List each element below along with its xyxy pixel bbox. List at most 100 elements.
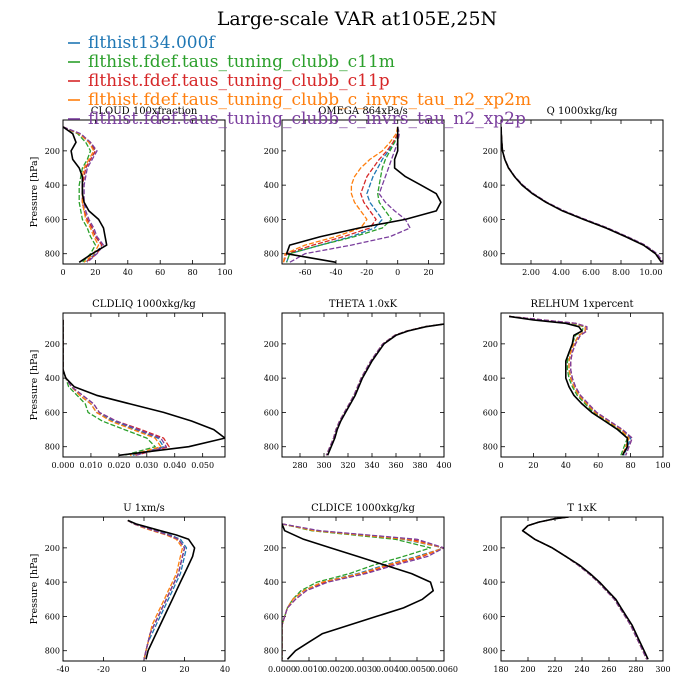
y-tick-label: 600	[483, 215, 498, 224]
panel-cldice-1000xkg-kg: CLDICE 1000xkg/kg 0.0000 0.0010 0.0020 0.003…	[264, 503, 458, 674]
y-tick-label: 800	[264, 443, 279, 452]
x-tick-label: 2.00	[522, 268, 540, 277]
y-axis-label: Pressure [hPa]	[29, 554, 40, 625]
series-line-flthist-fdef-taus-tuning-clubb-c11p	[509, 315, 633, 456]
panel-q-1000xkg-kg: Q 1000xkg/kg 2.00 4.00 6.00 8.00 10.00 200 400 6…	[483, 106, 664, 277]
x-tick-label: 80	[188, 268, 198, 277]
y-tick-label: 800	[45, 250, 60, 259]
y-tick-label: 800	[483, 647, 498, 656]
y-tick-label: 600	[45, 215, 60, 224]
y-tick-label: 400	[483, 374, 498, 383]
y-tick-label: 600	[264, 612, 279, 621]
x-tick-label: 80	[626, 461, 636, 470]
x-tick-label: 180	[493, 665, 508, 674]
series-line-flthist-fdef-taus-tuning-clubb-c-invrs-tau-n2-xp2p	[289, 126, 411, 263]
x-tick-label: 0.0010	[295, 665, 323, 674]
reference-line	[285, 126, 442, 264]
panel-cloud-100xfraction: CLOUD 100xfraction Pressure [hPa] 0 20 40 60 8…	[29, 106, 233, 277]
y-tick-label: 600	[264, 215, 279, 224]
series-line-flthist-fdef-taus-tuning-clubb-c-invrs-tau-n2-xp2p	[509, 315, 633, 456]
x-tick-label: -20	[97, 665, 110, 674]
x-tick-label: 300	[655, 665, 670, 674]
x-tick-label: -40	[330, 268, 343, 277]
y-tick-label: 200	[483, 544, 498, 553]
series-line-flthist-fdef-taus-tuning-clubb-c-invrs-tau-n2-xp2m	[127, 519, 184, 660]
y-tick-label: 400	[45, 181, 60, 190]
x-tick-label: 6.00	[582, 268, 600, 277]
x-tick-label: 0	[498, 461, 503, 470]
x-tick-label: 240	[574, 665, 589, 674]
series-line-flthist134-000f	[521, 517, 648, 660]
plot-frame	[281, 119, 445, 265]
y-tick-label: 200	[483, 147, 498, 156]
panel-title: Q 1000xkg/kg	[547, 106, 618, 117]
y-axis-label: Pressure [hPa]	[29, 350, 40, 421]
y-tick-label: 600	[45, 612, 60, 621]
series-line-flthist-fdef-taus-tuning-clubb-c11p	[521, 517, 648, 660]
reference-line	[326, 323, 444, 456]
plot-frame	[62, 516, 226, 662]
x-tick-label: 320	[340, 461, 355, 470]
x-tick-label: 300	[316, 461, 331, 470]
plot-frame	[500, 119, 664, 265]
x-tick-label: 40	[220, 665, 230, 674]
series-group	[501, 126, 663, 263]
panel-title: RELHUM 1xpercent	[530, 299, 633, 310]
x-tick-label: 280	[628, 665, 643, 674]
y-tick-label: 800	[45, 647, 60, 656]
x-tick-label: 20	[179, 665, 189, 674]
x-tick-label: 40	[123, 268, 133, 277]
series-line-flthist134-000f	[509, 315, 632, 456]
reference-line	[63, 126, 108, 263]
x-tick-label: 0.030	[135, 461, 158, 470]
reference-line	[282, 523, 435, 660]
reference-line	[508, 315, 629, 456]
panel-cldliq-1000xkg-kg: CLDLIQ 1000xkg/kg Pressure [hPa] 0.000 0.01…	[29, 299, 226, 470]
panel-title: OMEGA 864xPa/s	[318, 106, 408, 117]
x-tick-label: 380	[412, 461, 427, 470]
y-tick-label: 400	[45, 578, 60, 587]
x-tick-label: 400	[436, 461, 451, 470]
series-group	[325, 323, 444, 456]
y-tick-label: 800	[264, 647, 279, 656]
y-tick-label: 400	[45, 374, 60, 383]
y-tick-label: 200	[483, 340, 498, 349]
plot-frame	[62, 312, 226, 458]
panel-title: THETA 1.0xK	[329, 299, 398, 310]
y-tick-label: 400	[264, 181, 279, 190]
panel-u-1xm-s: U 1xm/s Pressure [hPa] -40 -20 0 20 40 200 400 60…	[29, 503, 230, 674]
legend-entry-flthist-fdef-taus-tuning-clubb-c11p: flthist.fdef.taus_tuning_clubb_c11p	[88, 71, 390, 91]
series-line-flthist-fdef-taus-tuning-clubb-c-invrs-tau-n2-xp2p	[325, 323, 444, 456]
series-group	[63, 126, 108, 263]
x-tick-label: 4.00	[552, 268, 570, 277]
legend-entry-flthist-fdef-taus-tuning-clubb-c-invrs-tau-n2-xp2p: flthist.fdef.taus_tuning_clubb_c_invrs_t…	[88, 109, 526, 129]
x-tick-label: 0	[395, 268, 400, 277]
series-group	[282, 126, 442, 264]
series-line-flthist-fdef-taus-tuning-clubb-c-invrs-tau-n2-xp2m	[282, 126, 399, 263]
series-line-flthist134-000f	[63, 319, 165, 456]
series-line-flthist-fdef-taus-tuning-clubb-c11m	[63, 126, 97, 263]
x-tick-label: 20	[90, 268, 100, 277]
x-tick-label: 360	[388, 461, 403, 470]
y-tick-label: 400	[264, 374, 279, 383]
y-tick-label: 400	[483, 181, 498, 190]
series-line-flthist-fdef-taus-tuning-clubb-c11m	[63, 319, 156, 456]
panel-t-1xk: T 1xK 180 200 220 240 260 280 300 200 400 600 800	[483, 503, 671, 674]
y-tick-label: 200	[45, 147, 60, 156]
x-tick-label: 60	[155, 268, 165, 277]
y-tick-label: 800	[264, 250, 279, 259]
y-tick-label: 200	[45, 544, 60, 553]
x-tick-label: 0.0050	[403, 665, 431, 674]
x-tick-label: -40	[57, 665, 70, 674]
x-tick-label: 100	[217, 268, 232, 277]
series-line-flthist-fdef-taus-tuning-clubb-c-invrs-tau-n2-xp2p	[127, 519, 186, 660]
plot-frame	[62, 119, 226, 265]
x-tick-label: 0.0030	[349, 665, 377, 674]
plot-frame	[281, 516, 445, 662]
reference-line	[501, 126, 663, 263]
panel-title: CLDLIQ 1000xkg/kg	[92, 299, 196, 310]
series-line-flthist-fdef-taus-tuning-clubb-c-invrs-tau-n2-xp2p	[63, 126, 105, 263]
series-line-flthist-fdef-taus-tuning-clubb-c-invrs-tau-n2-xp2p	[521, 517, 648, 660]
x-tick-label: 0.040	[163, 461, 186, 470]
